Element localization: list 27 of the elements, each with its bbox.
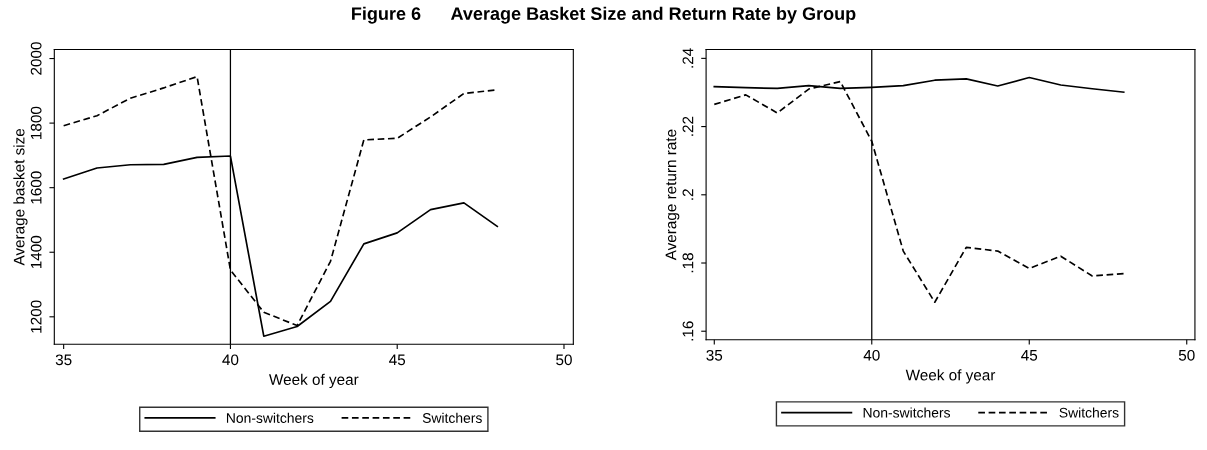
legend-label: Non-switchers	[226, 412, 314, 423]
y-tick-label: 1400	[30, 235, 42, 269]
x-axis-title: Week of year	[269, 373, 359, 389]
y-tick-label: 2000	[30, 42, 42, 75]
y-tick-label: .22	[682, 116, 694, 136]
y-tick-label: 1800	[30, 106, 42, 139]
y-tick-label: .24	[682, 48, 694, 68]
y-tick-label: .2	[682, 189, 694, 200]
y-tick-label: 1200	[30, 300, 42, 333]
x-tick-label: 35	[55, 354, 72, 366]
x-tick-label: 40	[222, 354, 239, 366]
x-tick-label: 35	[706, 349, 723, 361]
x-tick-label: 45	[1021, 350, 1038, 361]
y-tick-label: 1600	[30, 171, 42, 204]
x-tick-label: 50	[556, 354, 572, 366]
legend-label: Non-switchers	[863, 407, 951, 418]
y-axis-title: Average basket size	[13, 128, 28, 266]
x-axis-title: Week of year	[905, 369, 996, 384]
x-tick-label: 40	[863, 349, 880, 361]
chart-title: Figure 6 Average Basket Size and Return Rate by Group	[352, 6, 856, 24]
y-axis-title: Average return rate	[665, 129, 680, 261]
y-tick-label: .16	[682, 321, 694, 341]
y-tick-label: .18	[682, 253, 694, 273]
x-tick-label: 45	[389, 354, 406, 366]
x-tick-label: 50	[1178, 349, 1195, 361]
legend-label: Switchers	[422, 412, 482, 423]
text: Switchers	[1059, 407, 1119, 418]
